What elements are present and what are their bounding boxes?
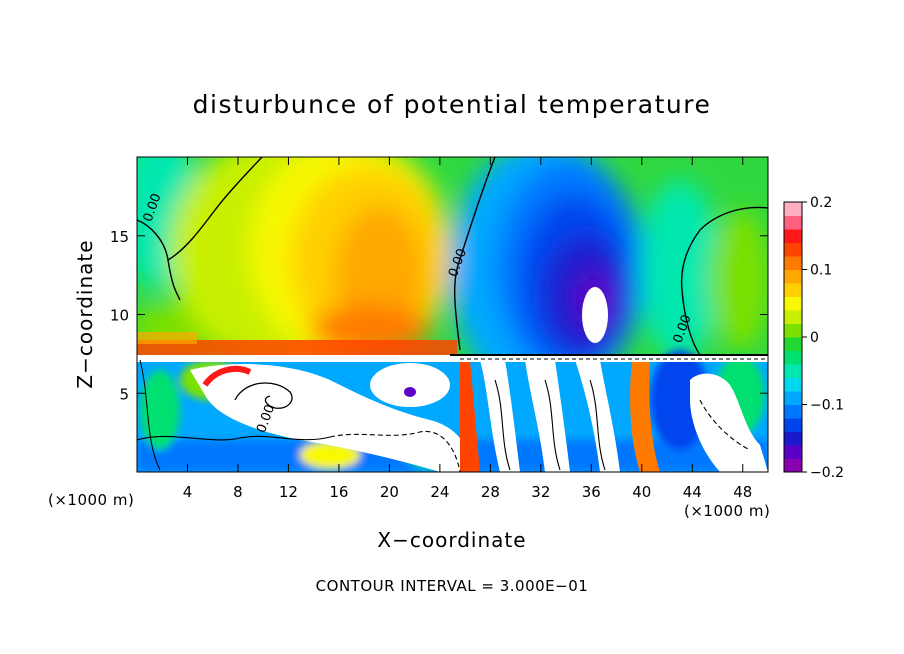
x-tick-label: 20 (380, 483, 399, 501)
chart-title: disturbunce of potential temperature (193, 90, 712, 119)
x-axis-ticks: 4 8 12 16 20 24 28 32 36 40 44 48 (183, 157, 752, 501)
x-tick-label: 40 (632, 483, 651, 501)
colorbar-swatch (784, 323, 802, 338)
x-tick-label: 32 (531, 483, 550, 501)
colorbar-swatch (784, 242, 802, 257)
colorbar-swatch (784, 296, 802, 311)
contour-interval: CONTOUR INTERVAL = 3.000E−01 (316, 577, 589, 595)
x-tick-label: 16 (329, 483, 348, 501)
y-axis-ticks: 5 10 15 (110, 228, 768, 403)
colorbar-swatch (784, 215, 802, 230)
x-tick-label: 8 (233, 483, 243, 501)
colorbar-swatch (784, 418, 802, 432)
colorbar-swatch (784, 310, 802, 324)
colorbar-swatch (784, 431, 802, 446)
y-tick-label: 15 (110, 228, 129, 246)
x-unit-left: (×1000 m) (48, 491, 134, 509)
colorbar-swatch (784, 337, 802, 351)
colorbar-swatch (784, 391, 802, 405)
colorbar-swatch (784, 269, 802, 284)
colorbar-swatch (784, 350, 802, 365)
x-tick-label: 24 (430, 483, 449, 501)
x-axis-label: X−coordinate (377, 528, 526, 552)
colorbar-swatch (784, 283, 802, 297)
colorbar-swatch (784, 202, 802, 216)
colorbar-swatch (784, 364, 802, 378)
colorbar-swatch (784, 377, 802, 392)
colorbar-tick-label: −0.2 (810, 465, 844, 481)
x-unit-right: (×1000 m) (684, 502, 770, 520)
x-tick-label: 28 (481, 483, 500, 501)
x-tick-label: 12 (279, 483, 298, 501)
x-tick-label: 44 (683, 483, 702, 501)
colorbar (783, 201, 803, 473)
temperature-field (137, 157, 768, 472)
colorbar-swatch (784, 229, 802, 243)
x-tick-label: 4 (183, 483, 193, 501)
colorbar-swatch (784, 445, 802, 459)
colorbar-swatch (784, 256, 802, 270)
y-tick-label: 5 (119, 385, 129, 403)
colorbar-swatch (784, 404, 802, 419)
colorbar-tick-label: 0.2 (810, 195, 832, 211)
colorbar-swatch (784, 458, 802, 473)
colorbar-ticks: 0.2 0.1 0 −0.1 −0.2 (802, 195, 844, 481)
y-axis-label: Z−coordinate (73, 239, 97, 388)
y-tick-label: 10 (110, 307, 129, 325)
colorbar-tick-label: 0 (810, 330, 819, 346)
colorbar-tick-label: 0.1 (810, 263, 832, 279)
x-tick-label: 36 (582, 483, 601, 501)
colorbar-tick-label: −0.1 (810, 398, 844, 414)
x-tick-label: 48 (733, 483, 752, 501)
